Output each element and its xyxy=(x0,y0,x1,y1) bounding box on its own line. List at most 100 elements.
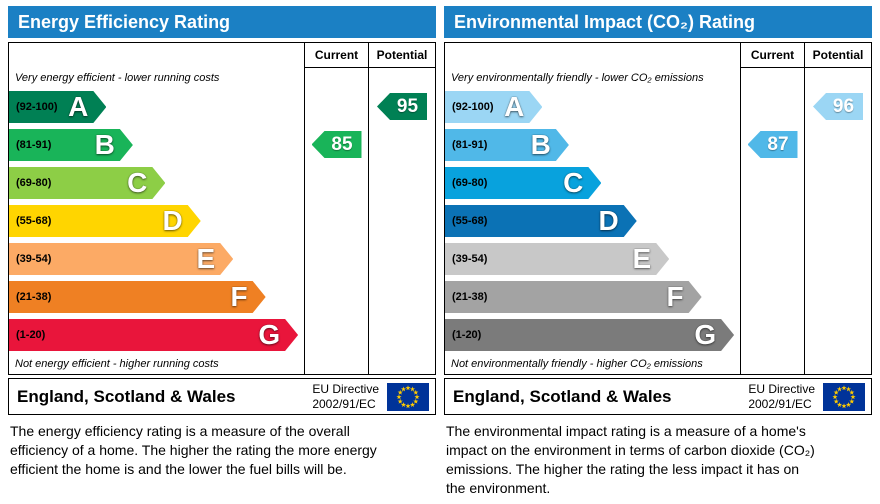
bottom-note: Not energy efficient - higher running co… xyxy=(15,358,219,370)
band-range: (92-100) xyxy=(16,101,58,113)
band-letter: E xyxy=(632,243,652,274)
column-header-current: Current xyxy=(740,43,804,68)
chart-footer: England, Scotland & Wales EU Directive 2… xyxy=(8,378,436,415)
band-range: (92-100) xyxy=(452,101,494,113)
band-bar-d: (55-68) D xyxy=(9,205,201,237)
environment-rating-chart: Current Potential Very environmentally f… xyxy=(444,42,872,375)
eu-directive: EU Directive 2002/91/EC xyxy=(312,382,379,410)
column-header-current: Current xyxy=(304,43,368,68)
potential-column: 95 xyxy=(368,68,435,374)
footer-region: England, Scotland & Wales xyxy=(453,386,672,406)
footer-region: England, Scotland & Wales xyxy=(17,386,236,406)
band-bar-f: (21-38) F xyxy=(9,281,266,313)
eu-directive-line1: EU Directive xyxy=(312,382,379,397)
band-range: (39-54) xyxy=(16,253,52,265)
column-header-potential: Potential xyxy=(804,43,871,68)
band-row-g: (1-20) G xyxy=(9,316,304,354)
eu-directive-line2: 2002/91/EC xyxy=(312,396,376,411)
band-range: (21-38) xyxy=(452,291,488,303)
energy-rating-chart: Current Potential Very energy efficient … xyxy=(8,42,436,375)
band-letter: A xyxy=(68,91,89,122)
band-letter: F xyxy=(230,281,248,312)
band-range: (55-68) xyxy=(16,215,52,227)
band-range: (1-20) xyxy=(452,329,482,341)
band-row-e: (39-54) E xyxy=(9,240,304,278)
chart-header-row: Current Potential xyxy=(9,43,435,68)
band-bar-d: (55-68) D xyxy=(445,205,637,237)
eu-directive-line1: EU Directive xyxy=(748,382,815,397)
band-row-b: (81-91) B xyxy=(445,126,740,164)
eu-directive-line2: 2002/91/EC xyxy=(748,396,812,411)
chart-header-row: Current Potential xyxy=(445,43,871,68)
band-row-a: (92-100) A xyxy=(9,88,304,126)
band-letter: C xyxy=(563,167,584,198)
band-range: (69-80) xyxy=(452,177,488,189)
current-rating-pointer: 87 xyxy=(747,131,798,158)
band-row-e: (39-54) E xyxy=(445,240,740,278)
column-header-potential: Potential xyxy=(368,43,435,68)
band-letter: F xyxy=(666,281,684,312)
environmental-impact-panel: Environmental Impact (CO₂) Rating Curren… xyxy=(444,6,872,498)
bottom-note: Not environmentally friendly - higher CO… xyxy=(451,358,703,370)
band-letter: G xyxy=(694,319,717,350)
band-letter: C xyxy=(127,167,148,198)
band-bar-f: (21-38) F xyxy=(445,281,702,313)
band-letter: A xyxy=(504,91,525,122)
band-bar-a: (92-100) A xyxy=(445,91,542,123)
band-row-d: (55-68) D xyxy=(445,202,740,240)
band-row-f: (21-38) F xyxy=(445,278,740,316)
band-range: (21-38) xyxy=(16,291,52,303)
current-column: 85 xyxy=(304,68,368,374)
band-bar-e: (39-54) E xyxy=(9,243,233,275)
band-row-f: (21-38) F xyxy=(9,278,304,316)
band-letter: B xyxy=(530,129,551,160)
potential-rating-pointer: 96 xyxy=(813,93,863,120)
band-bar-c: (69-80) C xyxy=(445,167,601,199)
band-row-a: (92-100) A xyxy=(445,88,740,126)
band-letter: G xyxy=(258,319,281,350)
band-bar-c: (69-80) C xyxy=(9,167,165,199)
band-row-c: (69-80) C xyxy=(9,164,304,202)
energy-rating-description: The energy efficiency rating is a measur… xyxy=(10,423,377,478)
band-bar-e: (39-54) E xyxy=(445,243,669,275)
band-letter: E xyxy=(196,243,216,274)
band-range: (81-91) xyxy=(16,139,52,151)
chart-body: Very environmentally friendly - lower CO… xyxy=(445,68,871,374)
band-letter: D xyxy=(162,205,183,236)
band-row-c: (69-80) C xyxy=(445,164,740,202)
band-letter: D xyxy=(598,205,619,236)
potential-column: 96 xyxy=(804,68,871,374)
environment-panel-title: Environmental Impact (CO₂) Rating xyxy=(444,6,872,38)
header-spacer xyxy=(445,43,740,68)
header-spacer xyxy=(9,43,304,68)
top-note: Very environmentally friendly - lower CO… xyxy=(451,72,704,84)
band-range: (55-68) xyxy=(452,215,488,227)
band-bars: Very environmentally friendly - lower CO… xyxy=(445,68,740,374)
band-row-d: (55-68) D xyxy=(9,202,304,240)
band-row-g: (1-20) G xyxy=(445,316,740,354)
eu-flag-icon xyxy=(387,382,429,411)
band-bar-b: (81-91) B xyxy=(9,129,133,161)
eu-directive: EU Directive 2002/91/EC xyxy=(748,382,815,410)
chart-body: Very energy efficient - lower running co… xyxy=(9,68,435,374)
band-letter: B xyxy=(94,129,115,160)
chart-footer: England, Scotland & Wales EU Directive 2… xyxy=(444,378,872,415)
eu-flag-icon xyxy=(823,382,865,411)
band-range: (39-54) xyxy=(452,253,488,265)
band-bar-g: (1-20) G xyxy=(9,319,298,351)
band-range: (69-80) xyxy=(16,177,52,189)
band-range: (81-91) xyxy=(452,139,488,151)
band-bar-a: (92-100) A xyxy=(9,91,106,123)
band-bar-g: (1-20) G xyxy=(445,319,734,351)
current-column: 87 xyxy=(740,68,804,374)
energy-efficiency-panel: Energy Efficiency Rating Current Potenti… xyxy=(8,6,436,498)
band-bar-b: (81-91) B xyxy=(445,129,569,161)
potential-rating-pointer: 95 xyxy=(377,93,427,120)
environment-rating-description: The environmental impact rating is a mea… xyxy=(446,423,815,497)
band-bars: Very energy efficient - lower running co… xyxy=(9,68,304,374)
band-row-b: (81-91) B xyxy=(9,126,304,164)
band-range: (1-20) xyxy=(16,329,46,341)
energy-panel-title: Energy Efficiency Rating xyxy=(8,6,436,38)
current-rating-pointer: 85 xyxy=(311,131,362,158)
